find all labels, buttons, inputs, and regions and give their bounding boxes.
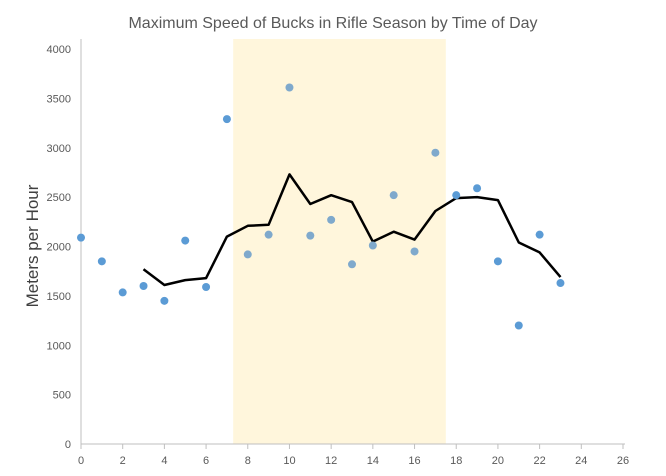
data-point	[118, 288, 127, 297]
x-tick-label: 6	[203, 455, 209, 467]
data-point	[473, 184, 482, 193]
y-tick-label: 3000	[47, 143, 71, 155]
data-point	[368, 241, 377, 250]
x-tick-label: 18	[450, 455, 462, 467]
data-point	[139, 282, 148, 290]
axis-layer: 0 2 4 6 8 10 12 14 16 18 20 22 24 2605001000150020002…	[47, 39, 629, 467]
data-point	[452, 191, 461, 200]
y-tick-label: 2000	[47, 242, 71, 254]
y-tick-label: 1000	[47, 340, 71, 352]
data-point	[556, 279, 565, 288]
y-axis-title: Meters per Hour	[23, 184, 42, 307]
x-tick-label: 2	[120, 455, 126, 467]
y-tick-label: 3500	[47, 93, 71, 105]
y-tick-label: 2500	[47, 192, 71, 204]
data-point	[202, 282, 211, 291]
data-point	[514, 321, 523, 330]
y-tick-label: 1500	[47, 291, 71, 303]
data-point	[389, 191, 398, 200]
data-point	[243, 250, 252, 259]
x-tick-label: 24	[575, 455, 587, 467]
highlight-band	[233, 39, 446, 444]
point-layer	[77, 83, 565, 330]
data-point	[181, 236, 190, 245]
data-point	[306, 231, 315, 240]
data-point	[535, 230, 544, 239]
data-point	[410, 247, 419, 256]
data-point	[264, 230, 273, 239]
chart-title: Maximum Speed of Bucks in Rifle Season b…	[128, 15, 537, 32]
highlight-band-layer	[233, 39, 446, 444]
y-tick-label: 0	[65, 439, 71, 451]
data-point	[431, 148, 440, 157]
x-tick-label: 8	[245, 455, 251, 467]
x-tick-label: 26	[617, 455, 629, 467]
x-tick-label: 16	[408, 455, 420, 467]
data-point	[160, 296, 169, 305]
x-tick-label: 4	[161, 455, 167, 467]
data-point	[222, 115, 231, 124]
x-tick-label: 14	[367, 455, 379, 467]
x-tick-label: 22	[533, 455, 545, 467]
trend-line	[142, 173, 562, 287]
x-tick-label: 12	[325, 455, 337, 467]
data-point	[77, 233, 85, 242]
data-point	[327, 215, 336, 224]
y-tick-label: 500	[53, 390, 71, 402]
data-point	[348, 260, 356, 269]
x-tick-label: 0	[78, 455, 84, 467]
trend-line-layer	[142, 173, 562, 287]
x-tick-label: 20	[492, 455, 504, 467]
data-point	[97, 257, 106, 266]
data-point	[493, 257, 502, 266]
y-tick-label: 4000	[47, 44, 71, 56]
data-point	[285, 83, 294, 92]
x-tick-label: 10	[283, 455, 295, 467]
